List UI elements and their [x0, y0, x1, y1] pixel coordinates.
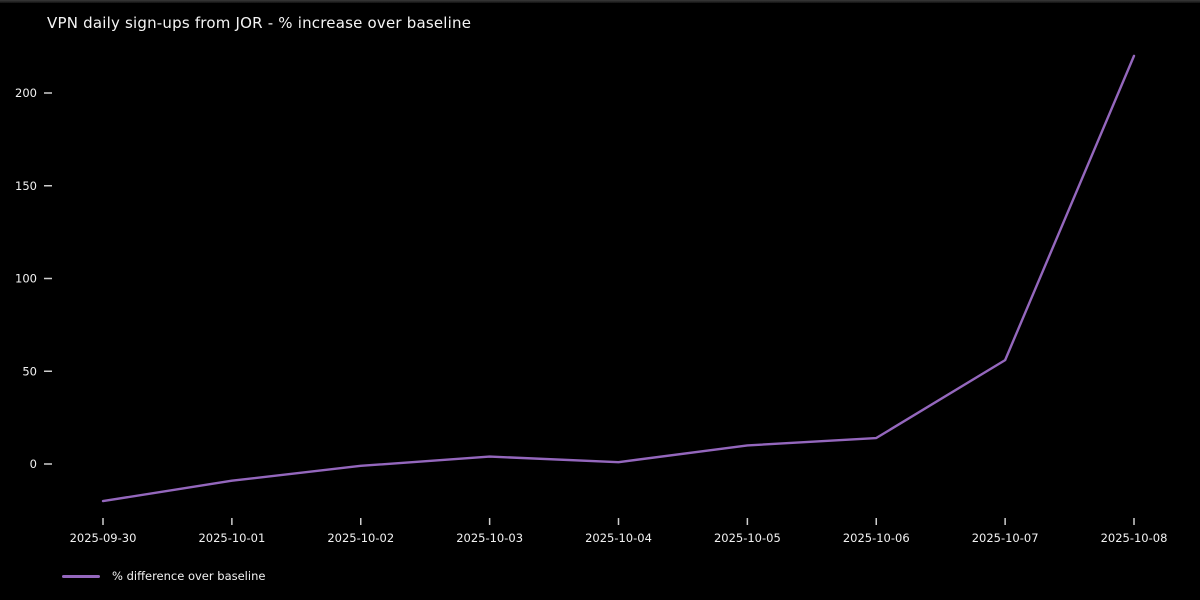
x-tick-label: 2025-10-05: [714, 531, 781, 545]
y-tick-label: 150: [15, 179, 37, 193]
chart-title: VPN daily sign-ups from JOR - % increase…: [47, 14, 472, 32]
x-tick-label: 2025-09-30: [70, 531, 137, 545]
window-top-edge: [0, 0, 1200, 3]
x-tick-label: 2025-10-08: [1101, 531, 1168, 545]
x-tick-label: 2025-10-03: [456, 531, 523, 545]
x-tick-label: 2025-10-01: [198, 531, 265, 545]
y-tick-label: 100: [15, 272, 37, 286]
x-tick-label: 2025-10-04: [585, 531, 652, 545]
legend-line-swatch: [62, 574, 100, 578]
y-tick-label: 0: [30, 457, 37, 471]
x-tick-label: 2025-10-07: [972, 531, 1039, 545]
series-line: [101, 54, 1136, 503]
legend-label: % difference over baseline: [112, 569, 266, 583]
y-tick-label: 200: [15, 86, 37, 100]
x-tick-label: 2025-10-02: [327, 531, 394, 545]
x-tick-label: 2025-10-06: [843, 531, 910, 545]
legend: % difference over baseline: [62, 569, 265, 583]
y-tick-label: 50: [22, 364, 37, 378]
